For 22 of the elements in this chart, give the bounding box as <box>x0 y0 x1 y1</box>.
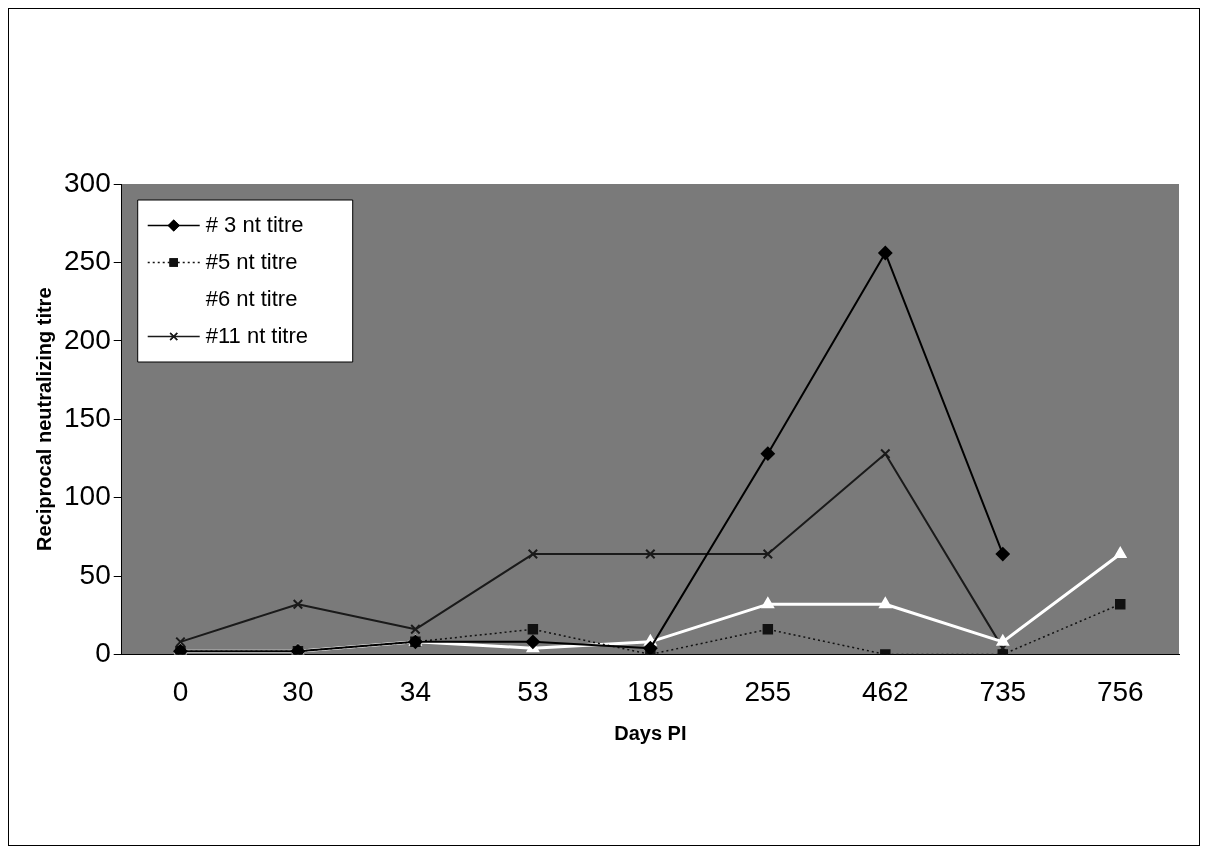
x-tick-label: 53 <box>517 675 549 707</box>
x-tick-label: 735 <box>979 675 1027 707</box>
legend-label: #6 nt titre <box>205 285 298 311</box>
y-tick-label: 50 <box>79 558 111 590</box>
legend-label: #5 nt titre <box>205 248 298 274</box>
legend-label: #11 nt titre <box>205 322 309 348</box>
x-axis-title: Days PI <box>614 721 687 744</box>
x-tick-label: 0 <box>172 675 189 707</box>
x-tick-label: 255 <box>744 675 792 707</box>
x-tick-label: 185 <box>627 675 674 707</box>
y-tick-label: 250 <box>64 245 111 277</box>
y-axis-title: Reciprocal neutralizing titre <box>32 287 55 551</box>
y-tick-label: 100 <box>64 480 111 512</box>
x-tick-label: 756 <box>1096 675 1144 707</box>
x-tick-label: 30 <box>282 675 314 707</box>
y-tick-label: 0 <box>95 637 111 669</box>
x-tick-label: 34 <box>399 675 431 707</box>
legend-label: # 3 nt titre <box>205 211 304 237</box>
x-tick-label: 462 <box>861 675 909 707</box>
y-tick-label: 300 <box>64 166 111 198</box>
y-tick-label: 200 <box>64 323 111 355</box>
y-tick-label: 150 <box>64 401 111 433</box>
